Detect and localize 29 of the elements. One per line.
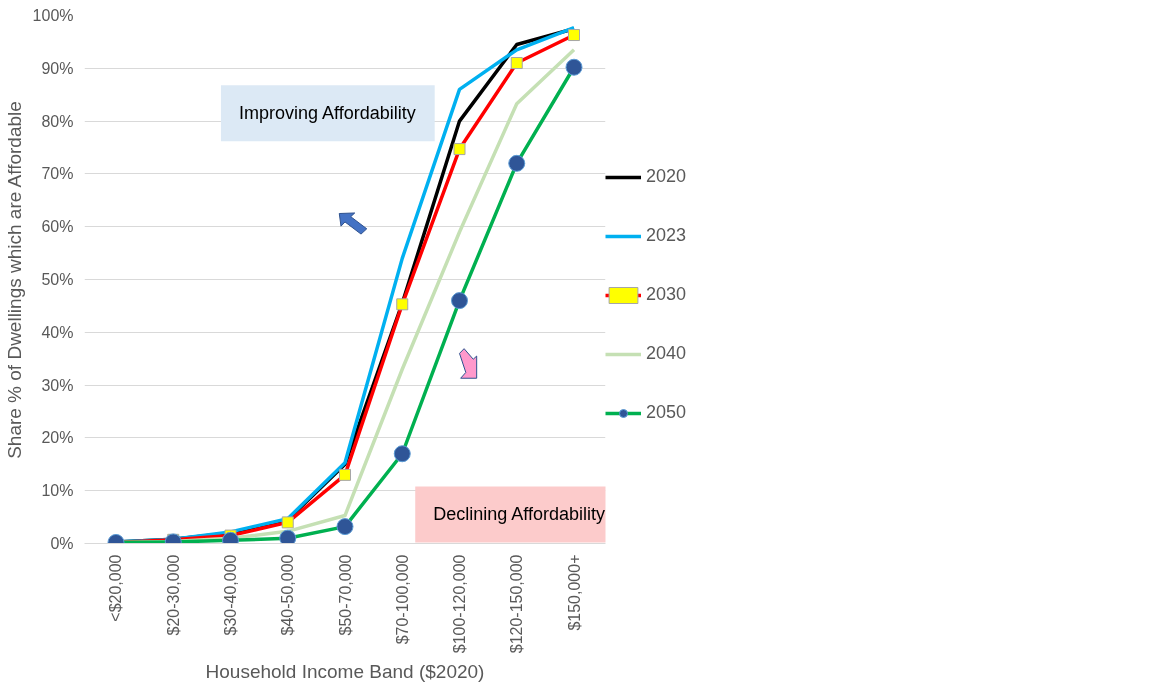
y-tick-label: 100% — [32, 7, 74, 24]
legend-label: 2040 — [646, 343, 687, 364]
x-tick-label: $30-40,000 — [221, 554, 239, 636]
x-tick-label: $50-70,000 — [336, 554, 354, 636]
x-tick-label: $70-100,000 — [393, 554, 411, 645]
y-tick-label: 0% — [50, 535, 74, 552]
y-tick-label: 80% — [41, 112, 74, 130]
legend-label: 2020 — [646, 166, 687, 187]
legend-label: 2023 — [646, 225, 687, 246]
legend-label: 2050 — [646, 402, 687, 423]
y-tick-label: 40% — [41, 323, 74, 341]
y-tick-label: 10% — [41, 482, 74, 500]
annotation: Improving Affordability — [238, 103, 416, 124]
x-tick-label: $120-150,000 — [508, 554, 526, 654]
y-tick-label: 70% — [41, 165, 74, 183]
x-tick-label: <$20,000 — [107, 554, 125, 622]
y-tick-label: 30% — [41, 376, 74, 394]
x-tick-label: $40-50,000 — [279, 554, 297, 636]
legend-label: 2030 — [646, 284, 687, 305]
y-tick-label: 20% — [41, 429, 74, 447]
y-tick-label: 60% — [41, 218, 74, 236]
x-tick-label: $150,000+ — [565, 554, 583, 631]
x-tick-label: $20-30,000 — [164, 554, 182, 636]
x-axis-title: Household Income Band ($2020) — [205, 661, 485, 683]
x-tick-label: $100-120,000 — [451, 554, 469, 654]
y-axis-title: Share % of Dwellings which are Affordable — [3, 101, 25, 459]
annotation: Declining Affordability — [433, 504, 606, 525]
y-tick-label: 90% — [41, 59, 74, 77]
y-tick-label: 50% — [41, 271, 74, 288]
